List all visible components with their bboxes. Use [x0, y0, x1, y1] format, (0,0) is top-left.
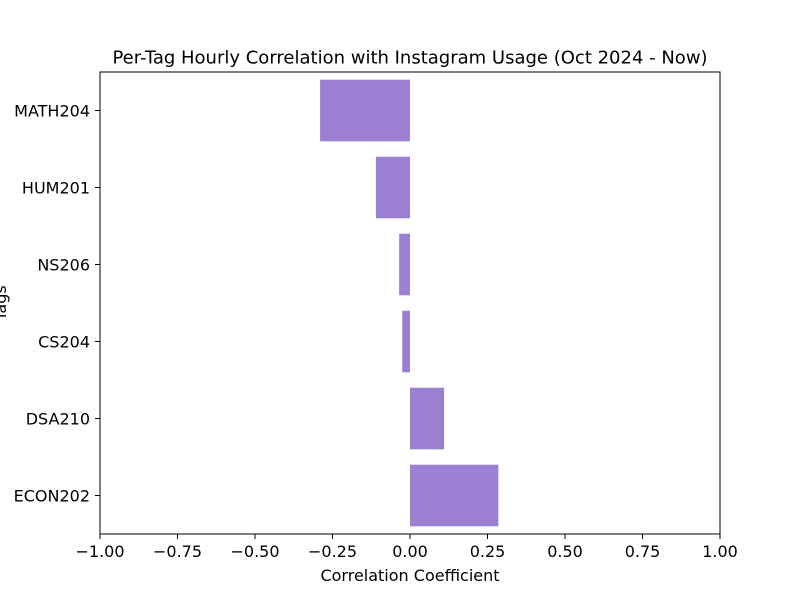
x-tick-label: 0.50 [547, 542, 583, 561]
x-tick-label: −0.75 [153, 542, 202, 561]
x-tick-label: 0.75 [625, 542, 661, 561]
bar-math204 [320, 79, 410, 142]
y-tick-label: NS206 [37, 256, 90, 275]
y-tick-label: HUM201 [22, 179, 90, 198]
bar-cs204 [402, 310, 410, 373]
x-tick-label: −0.50 [230, 542, 279, 561]
y-axis: MATH204 HUM201 NS206 CS204 DSA210 ECON202 [14, 102, 100, 506]
y-tick-label: CS204 [38, 333, 90, 352]
y-tick-label: ECON202 [14, 487, 90, 506]
x-tick-label: −1.00 [75, 542, 124, 561]
bar-hum201 [375, 156, 410, 219]
bar-dsa210 [410, 387, 445, 450]
y-tick-label: DSA210 [26, 410, 90, 429]
x-tick-label: 1.00 [702, 542, 738, 561]
x-axis: −1.00 −0.75 −0.50 −0.25 0.00 0.25 0.50 0.75 1.00 [75, 534, 738, 561]
bar-ns206 [399, 233, 410, 296]
y-axis-label: Tags [0, 285, 10, 321]
x-tick-label: −0.25 [308, 542, 357, 561]
y-tick-label: MATH204 [14, 102, 90, 121]
bar-econ202 [410, 464, 499, 527]
x-axis-label: Correlation Coefficient [320, 566, 499, 585]
x-tick-label: 0.25 [470, 542, 506, 561]
chart-title: Per-Tag Hourly Correlation with Instagra… [112, 48, 707, 69]
x-tick-label: 0.00 [392, 542, 428, 561]
bars-layer [320, 79, 499, 527]
